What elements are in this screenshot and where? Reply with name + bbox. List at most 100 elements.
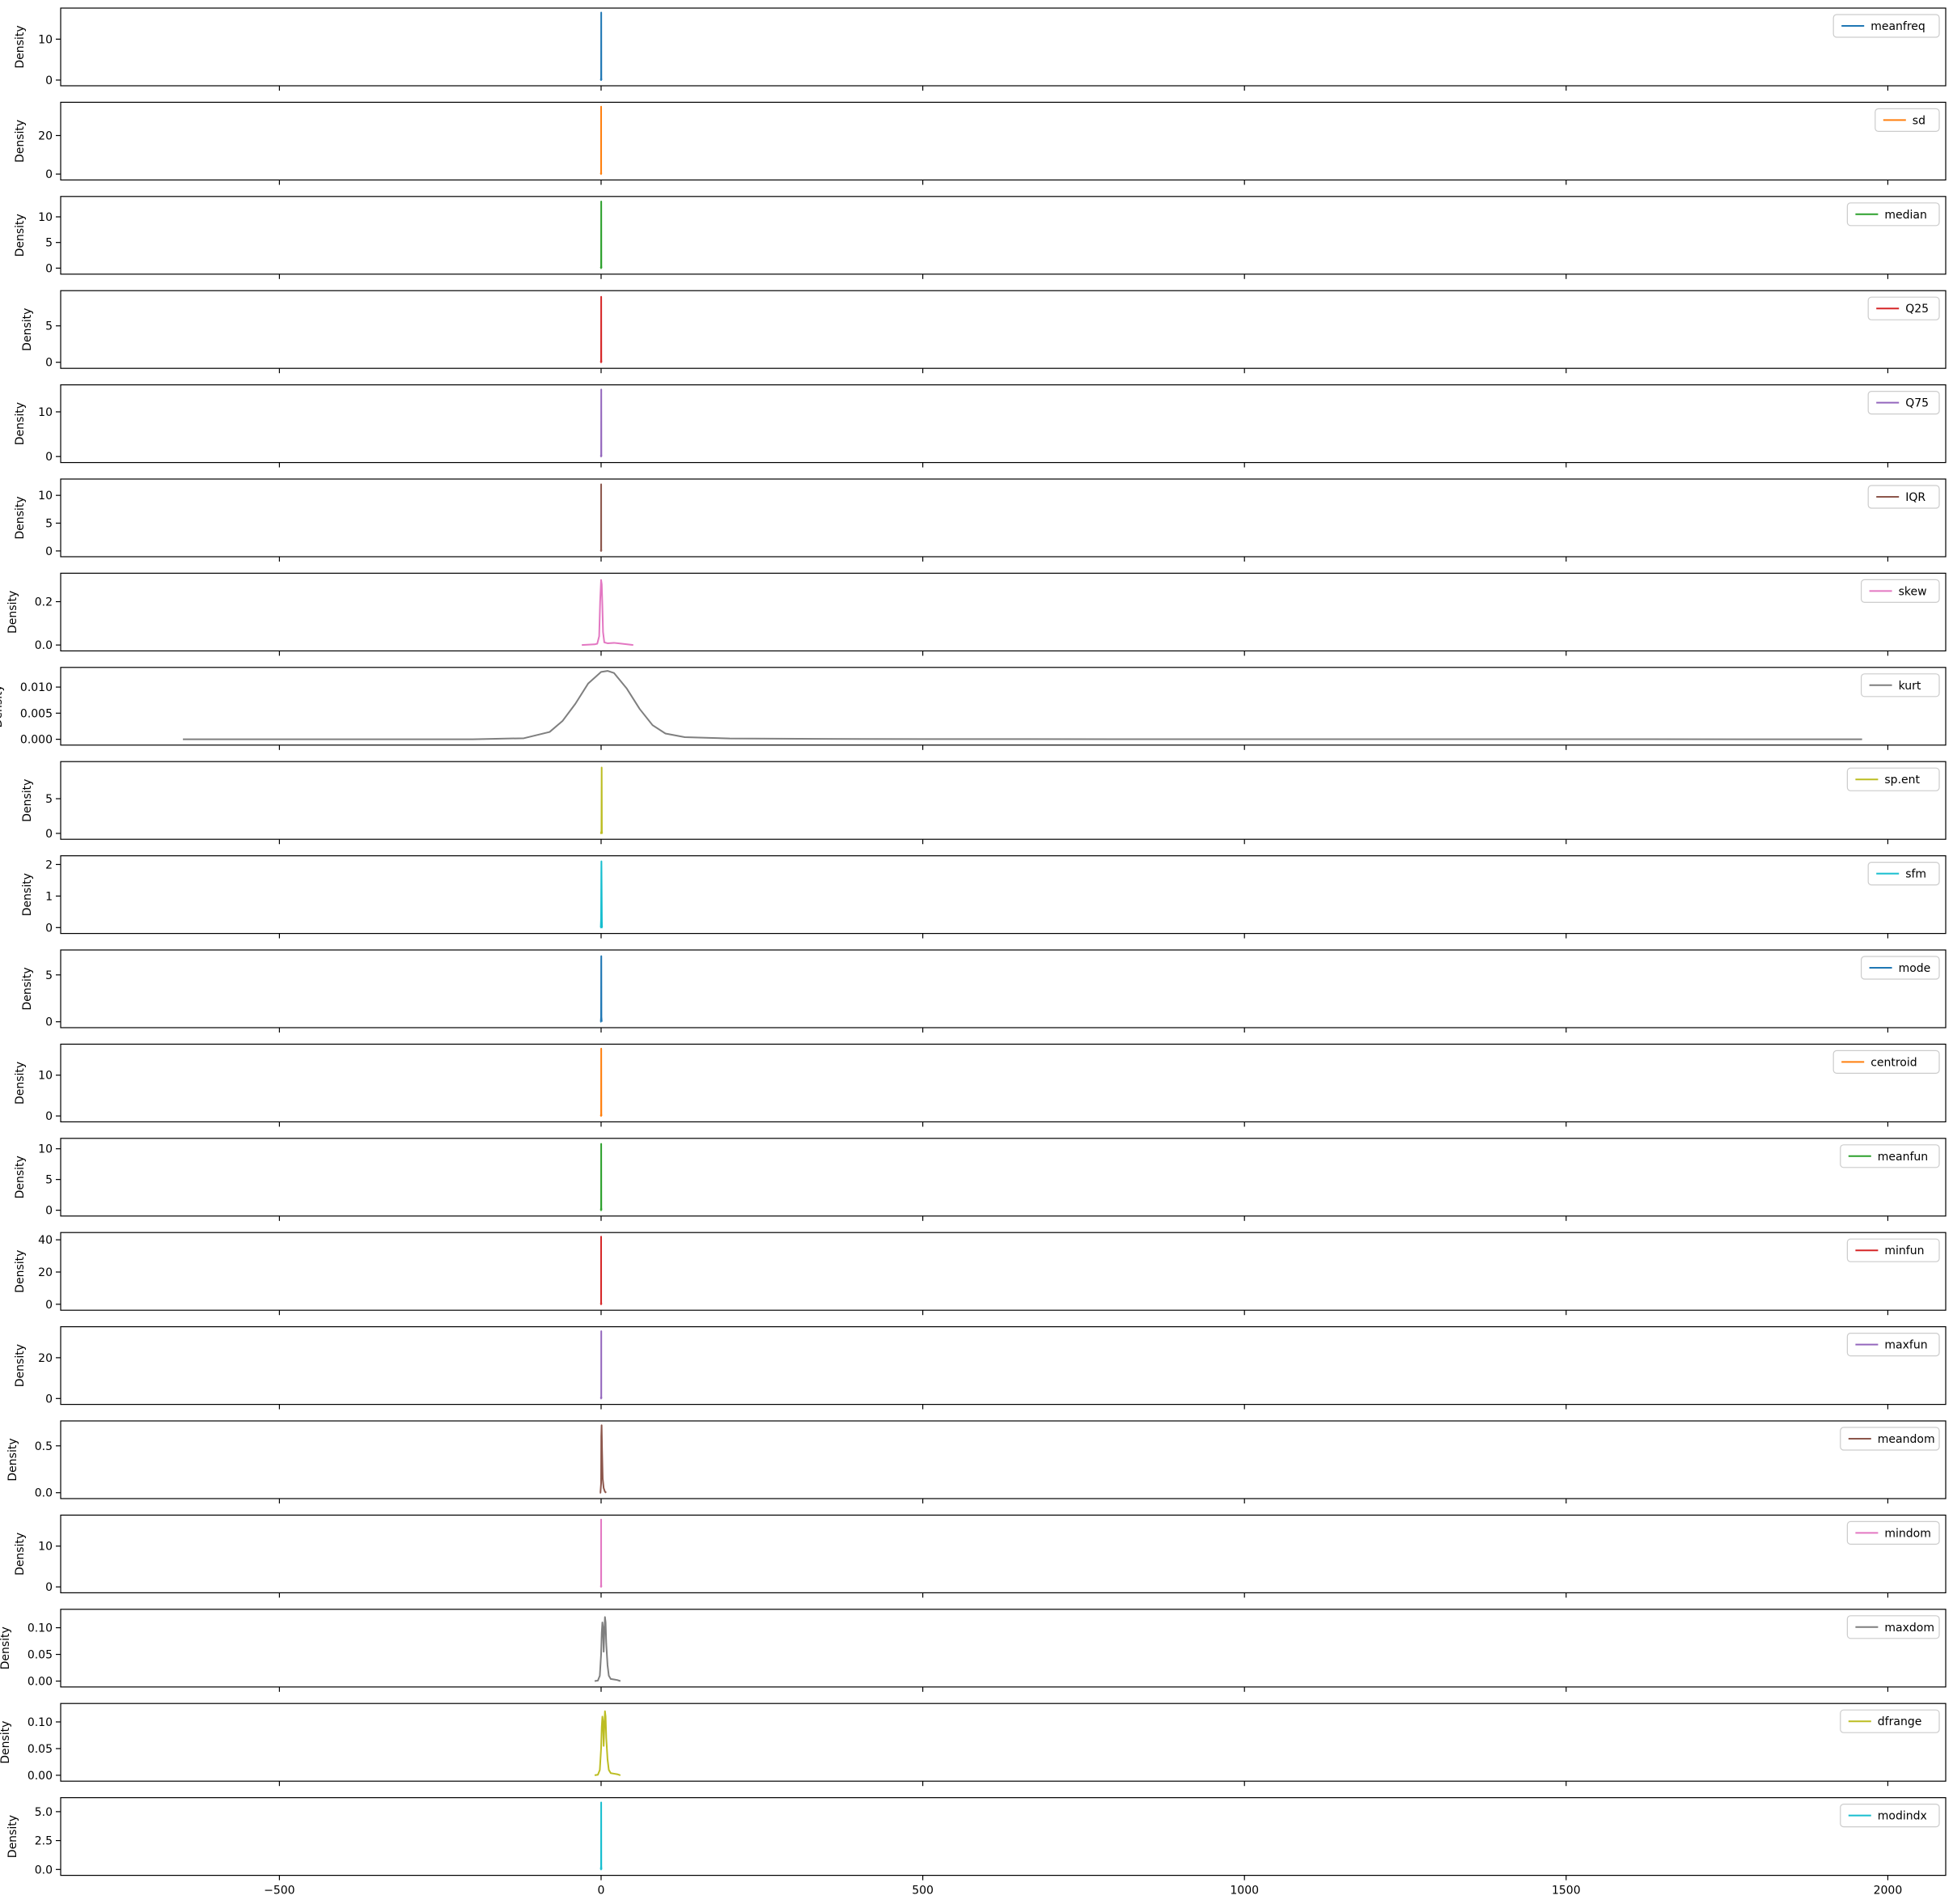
axes-frame	[60, 667, 1947, 746]
y-axis-label: Density	[14, 1344, 27, 1387]
y-tick-label: 20	[38, 1352, 53, 1365]
axes-frame	[60, 7, 1947, 87]
axes-frame	[60, 196, 1947, 275]
y-axis-label: Density	[0, 1626, 12, 1669]
subplot-sp.ent: 0 5 Density sp.ent	[21, 761, 1947, 845]
legend-label: mode	[1899, 962, 1931, 975]
x-tick-label: 1500	[1552, 1885, 1581, 1898]
y-tick-label: 0.05	[28, 1649, 53, 1662]
legend-Q25: Q25	[1867, 296, 1940, 320]
legend-meandom: meandom	[1840, 1427, 1940, 1451]
legend-label: minfun	[1884, 1245, 1924, 1257]
axes-frame	[60, 384, 1947, 464]
y-tick-label: 5	[45, 518, 53, 531]
density-line-maxfun	[599, 1330, 603, 1400]
y-tick-label: 0	[45, 922, 53, 935]
y-axis-label: Density	[14, 1062, 27, 1105]
axes-frame	[60, 572, 1947, 652]
y-tick-label: 0	[45, 168, 53, 181]
y-axis-label: Density	[14, 402, 27, 445]
legend-label: sd	[1913, 114, 1925, 127]
subplot-mode: 0 5 Density mode	[21, 949, 1947, 1033]
y-tick-label: 10	[38, 1070, 53, 1083]
subplot-median: 0 5 10 Density median	[14, 196, 1947, 279]
axes-frame	[60, 1043, 1947, 1123]
legend-box	[1867, 861, 1940, 886]
legend-box	[1867, 296, 1940, 320]
axes-frame	[60, 101, 1947, 181]
legend-label: maxdom	[1884, 1622, 1934, 1635]
y-axis-label: Density	[14, 120, 27, 163]
y-tick-label: 0	[45, 357, 53, 370]
legend-box	[1861, 579, 1940, 604]
legend-kurt: kurt	[1861, 673, 1940, 698]
legend-box	[1861, 956, 1940, 980]
y-tick-label: 0.0	[35, 1864, 53, 1876]
legend-box	[1846, 1520, 1940, 1546]
legend-label: mindom	[1884, 1527, 1931, 1540]
y-tick-label: 40	[38, 1234, 53, 1247]
density-line-median	[599, 200, 603, 269]
legend-label: meanfun	[1878, 1151, 1928, 1164]
subplot-modindx: 0.0 2.5 5.0 Density −500 0 500 1000 1500 2000 modi…	[6, 1797, 1947, 1898]
legend-sp.ent: sp.ent	[1846, 767, 1940, 791]
legend-skew: skew	[1861, 579, 1940, 604]
legend-box	[1832, 14, 1940, 38]
legend-box	[1846, 1615, 1940, 1639]
y-tick-label: 10	[38, 1541, 53, 1554]
y-tick-label: 0	[45, 828, 53, 841]
legend-box	[1875, 108, 1940, 132]
subplot-skew: 0.0 0.2 Density skew	[6, 572, 1947, 656]
x-tick-label: 500	[912, 1885, 934, 1898]
y-tick-label: 0	[45, 451, 53, 464]
axes-frame	[60, 1420, 1947, 1499]
legend-maxfun: maxfun	[1846, 1332, 1940, 1357]
density-line-meandom	[599, 1424, 607, 1494]
y-tick-label: 0	[45, 262, 53, 275]
subplot-meandom: 0.0 0.5 Density meandom	[6, 1420, 1947, 1503]
subplot-meanfun: 0 5 10 Density meanfun	[14, 1138, 1947, 1221]
legend-label: median	[1884, 209, 1926, 222]
legend-meanfun: meanfun	[1840, 1144, 1940, 1168]
legend-mindom: mindom	[1846, 1520, 1940, 1546]
y-axis-label: Density	[21, 308, 34, 351]
y-tick-label: 0	[45, 545, 53, 558]
y-tick-label: 20	[38, 129, 53, 142]
y-axis-label: Density	[21, 967, 34, 1010]
legend-label: meandom	[1878, 1433, 1935, 1446]
y-axis-label: Density	[0, 685, 5, 727]
y-tick-label: 20	[38, 1266, 53, 1279]
y-tick-label: 2	[45, 859, 53, 871]
axes-frame	[60, 1797, 1947, 1876]
legend-label: kurt	[1899, 680, 1921, 693]
y-tick-label: 0	[45, 1581, 53, 1594]
y-tick-label: 0.05	[28, 1743, 53, 1756]
y-tick-label: 0	[45, 1016, 53, 1029]
density-line-skew	[582, 579, 633, 647]
legend-box	[1840, 1709, 1940, 1733]
legend-maxdom: maxdom	[1846, 1615, 1940, 1639]
density-line-IQR	[599, 483, 603, 552]
y-tick-label: 0.00	[28, 1676, 53, 1689]
density-line-modindx	[599, 1801, 603, 1871]
y-tick-label: 0.10	[28, 1622, 53, 1635]
y-tick-label: 2.5	[35, 1835, 53, 1848]
density-line-mode	[599, 955, 603, 1023]
density-line-Q25	[599, 295, 603, 363]
legend-box	[1846, 1332, 1940, 1357]
y-tick-label: 0	[45, 74, 53, 87]
legend-label: modindx	[1878, 1810, 1927, 1823]
legend-modindx: modindx	[1840, 1804, 1940, 1828]
legend-box	[1867, 391, 1940, 415]
density-line-meanfreq	[599, 11, 603, 81]
y-tick-label: 5	[45, 1174, 53, 1187]
x-tick-label: 2000	[1874, 1885, 1903, 1898]
density-line-maxdom	[594, 1616, 621, 1682]
y-tick-label: 0	[45, 1110, 53, 1123]
y-tick-label: 0.5	[35, 1440, 53, 1453]
y-tick-label: 0	[45, 1299, 53, 1312]
subplot-maxfun: 0 20 Density maxfun	[14, 1325, 1947, 1410]
legend-label: Q75	[1905, 397, 1929, 410]
axes-frame	[60, 1325, 1947, 1406]
subplot-maxdom: 0.00 0.05 0.10 Density maxdom	[0, 1609, 1947, 1692]
